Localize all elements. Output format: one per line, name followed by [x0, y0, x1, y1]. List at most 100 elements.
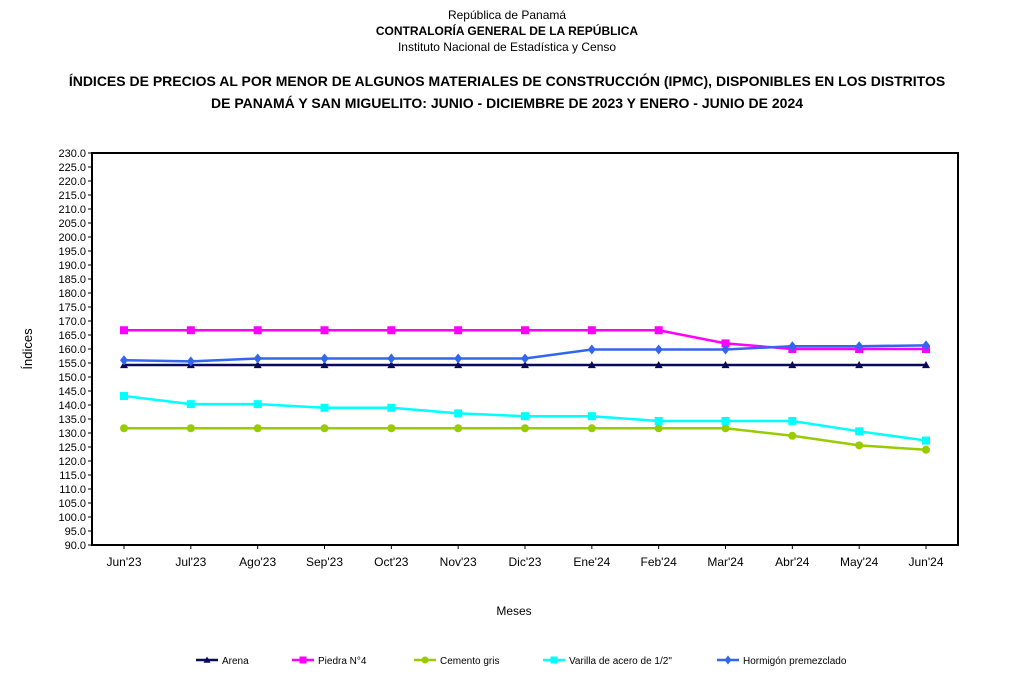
x-tick-label: Jul'23 [175, 555, 206, 569]
series-3-point [587, 424, 596, 433]
series-5-point [320, 353, 329, 364]
series-2-point [721, 339, 730, 348]
series-5-point [454, 353, 463, 364]
series-3-point [454, 424, 463, 433]
header-organization: CONTRALORÍA GENERAL DE LA REPÚBLICA [375, 24, 639, 38]
series-3 [120, 424, 930, 454]
y-tick-label: 230.0 [58, 148, 86, 160]
y-tick-label: 175.0 [58, 302, 86, 314]
series-4-point [721, 416, 730, 425]
series-1-point [387, 360, 396, 369]
y-tick-label: 200.0 [58, 232, 86, 244]
legend-marker [550, 656, 558, 664]
series-5-point [587, 344, 596, 355]
x-tick-label: Feb'24 [641, 555, 678, 569]
y-tick-label: 165.0 [58, 330, 86, 342]
series-4-point [587, 412, 596, 421]
series-3-point [922, 445, 930, 454]
series-5-point [654, 344, 663, 355]
series-5-point [721, 344, 730, 355]
series-3-point [120, 424, 128, 433]
series-4-point [186, 400, 195, 409]
series-5-point [186, 356, 195, 367]
series-3-point [654, 424, 663, 433]
y-tick-label: 195.0 [58, 246, 86, 258]
x-tick-label: Nov'23 [440, 555, 477, 569]
y-tick-label: 90.0 [65, 540, 86, 552]
y-tick-label: 190.0 [58, 260, 86, 272]
series-4-point [654, 416, 663, 425]
series-1-point [721, 360, 730, 369]
y-tick-label: 150.0 [58, 372, 86, 384]
y-tick-label: 105.0 [58, 498, 86, 510]
series-2-point [120, 326, 128, 335]
series-2-point [454, 326, 463, 335]
series-3-point [721, 424, 730, 433]
header-country: República de Panamá [447, 8, 567, 22]
legend-marker [203, 656, 211, 663]
legend-marker [724, 655, 732, 665]
y-tick-label: 95.0 [65, 526, 86, 538]
x-axis: Jun'23 Jul'23 Ago'23 Sep'23 Oct'23 Nov'23 Dic'… [107, 545, 944, 569]
x-tick-label: Jun'23 [107, 555, 142, 569]
series-5 [120, 340, 930, 367]
series-5-point [922, 340, 930, 351]
series-1-point [587, 360, 596, 369]
y-tick-label: 155.0 [58, 358, 86, 370]
y-tick-label: 100.0 [58, 512, 86, 524]
series-2-point [253, 326, 262, 335]
x-tick-label: Dic'23 [509, 555, 542, 569]
series-4-point [788, 416, 797, 425]
legend-label: Hormigón premezclado [743, 656, 847, 667]
y-tick-label: 135.0 [58, 414, 86, 426]
y-tick-label: 115.0 [59, 470, 86, 482]
series-2-point [521, 326, 529, 335]
chart-title-line2: DE PANAMÁ Y SAN MIGUELITO: JUNIO - DICIE… [210, 95, 804, 111]
y-tick-label: 125.0 [58, 442, 86, 454]
series-3-point [387, 424, 396, 433]
legend-label: Varilla de acero de 1/2" [569, 656, 672, 667]
y-tick-label: 205.0 [58, 218, 86, 230]
x-axis-label: Meses [496, 604, 531, 618]
legend-item: Varilla de acero de 1/2" [543, 656, 672, 667]
legend: Arena Piedra N°4 Cemento gris Varilla de ac… [196, 655, 847, 667]
y-axis-label: Índices [20, 328, 35, 370]
legend-label: Piedra N°4 [318, 656, 367, 667]
series-4 [120, 392, 930, 445]
x-tick-label: Ago'23 [239, 555, 276, 569]
series-1-point [454, 360, 463, 369]
series-3-point [253, 424, 262, 433]
x-tick-label: Abr'24 [775, 555, 810, 569]
legend-item: Piedra N°4 [292, 656, 367, 667]
series-5-point [387, 353, 396, 364]
legend-label: Arena [222, 656, 249, 667]
y-tick-label: 180.0 [58, 288, 86, 300]
series-3-point [788, 431, 797, 440]
y-tick-label: 215.0 [58, 190, 86, 202]
legend-label: Cemento gris [440, 656, 499, 667]
series-5-point [120, 355, 128, 366]
series-2-point [186, 326, 195, 335]
y-axis: 90.0 95.0 100.0 105.0 110.0 115.0 120.0 125.0 13… [58, 148, 92, 552]
series-1-point [320, 360, 329, 369]
series-5-point [521, 353, 529, 364]
series-5-point [788, 341, 797, 352]
series-layer [120, 326, 930, 454]
y-tick-label: 145.0 [58, 386, 86, 398]
series-4-point [387, 403, 396, 412]
series-2-point [387, 326, 396, 335]
series-3-point [855, 441, 864, 450]
series-5-point [253, 353, 262, 364]
series-4-point [922, 436, 930, 445]
y-tick-label: 130.0 [58, 428, 86, 440]
series-2-point [320, 326, 329, 335]
legend-item: Hormigón premezclado [717, 655, 847, 667]
series-4-point [521, 412, 529, 421]
chart-title-line1: ÍNDICES DE PRECIOS AL POR MENOR DE ALGUN… [68, 73, 946, 89]
series-1-point [253, 360, 262, 369]
series-4-point [320, 403, 329, 412]
series-2-point [654, 326, 663, 335]
series-1 [120, 360, 930, 369]
series-1-point [521, 360, 529, 369]
